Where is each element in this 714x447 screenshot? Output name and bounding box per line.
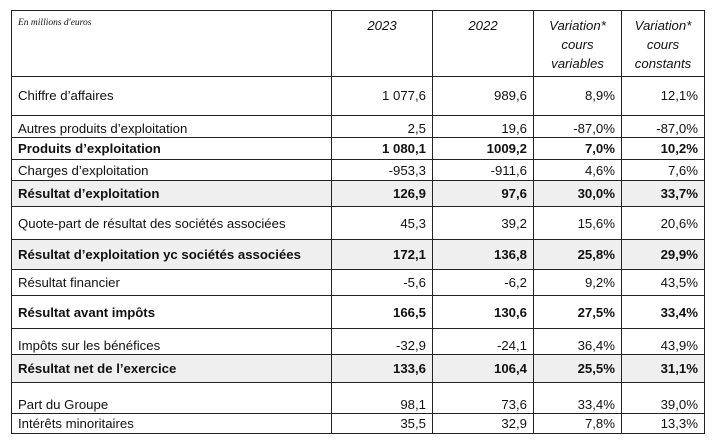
value-variation-constants: 33,4% bbox=[621, 295, 705, 329]
value-variation-variables: 36,4% bbox=[533, 328, 622, 355]
value-2023: 98,1 bbox=[331, 382, 433, 414]
value-2022: 106,4 bbox=[432, 354, 534, 383]
value-2023: 166,5 bbox=[331, 295, 433, 329]
value-2023: 1 077,6 bbox=[331, 76, 433, 116]
value-2023: -5,6 bbox=[331, 269, 433, 296]
value-variation-variables: 15,6% bbox=[533, 206, 622, 240]
row-label: Résultat d’exploitation yc sociétés asso… bbox=[11, 239, 332, 270]
value-2022: -6,2 bbox=[432, 269, 534, 296]
row-label: Produits d’exploitation bbox=[11, 137, 332, 160]
row-label: Résultat net de l’exercice bbox=[11, 354, 332, 383]
value-2022: 19,6 bbox=[432, 115, 534, 138]
table-row: Produits d’exploitation 1 080,1 1009,2 7… bbox=[11, 137, 705, 160]
row-label: Résultat d’exploitation bbox=[11, 180, 332, 207]
row-label: Quote-part de résultat des sociétés asso… bbox=[11, 206, 332, 240]
value-2022: 136,8 bbox=[432, 239, 534, 270]
value-variation-variables: 4,6% bbox=[533, 159, 622, 181]
value-2023: -953,3 bbox=[331, 159, 433, 181]
row-label: Chiffre d’affaires bbox=[11, 76, 332, 116]
value-variation-variables: 25,8% bbox=[533, 239, 622, 270]
value-variation-constants: 43,5% bbox=[621, 269, 705, 296]
value-variation-constants: -87,0% bbox=[621, 115, 705, 138]
value-2022: -911,6 bbox=[432, 159, 534, 181]
column-header-2023: 2023 bbox=[331, 10, 433, 77]
table-row: Impôts sur les bénéfices -32,9 -24,1 36,… bbox=[11, 328, 705, 355]
table-row: Résultat financier -5,6 -6,2 9,2% 43,5% bbox=[11, 269, 705, 296]
value-variation-constants: 33,7% bbox=[621, 180, 705, 207]
table-row: Résultat d’exploitation 126,9 97,6 30,0%… bbox=[11, 180, 705, 207]
row-label: Intérêts minoritaires bbox=[11, 413, 332, 434]
column-header-variation-cours-constants: Variation* cours constants bbox=[621, 10, 705, 77]
value-2022: 32,9 bbox=[432, 413, 534, 434]
table-row: Part du Groupe 98,1 73,6 33,4% 39,0% bbox=[11, 382, 705, 414]
value-variation-variables: 7,0% bbox=[533, 137, 622, 160]
value-2022: 1009,2 bbox=[432, 137, 534, 160]
value-2023: 133,6 bbox=[331, 354, 433, 383]
table-row: Résultat net de l’exercice 133,6 106,4 2… bbox=[11, 354, 705, 383]
row-label: Impôts sur les bénéfices bbox=[11, 328, 332, 355]
table-row: Intérêts minoritaires 35,5 32,9 7,8% 13,… bbox=[11, 413, 705, 434]
value-variation-constants: 10,2% bbox=[621, 137, 705, 160]
row-label: Résultat financier bbox=[11, 269, 332, 296]
value-2023: 172,1 bbox=[331, 239, 433, 270]
value-2022: 130,6 bbox=[432, 295, 534, 329]
value-variation-constants: 20,6% bbox=[621, 206, 705, 240]
value-variation-variables: 9,2% bbox=[533, 269, 622, 296]
row-label: Charges d’exploitation bbox=[11, 159, 332, 181]
column-header-variation-cours-variables: Variation* cours variables bbox=[533, 10, 622, 77]
value-2023: 35,5 bbox=[331, 413, 433, 434]
value-2022: 73,6 bbox=[432, 382, 534, 414]
value-variation-variables: 27,5% bbox=[533, 295, 622, 329]
value-variation-constants: 29,9% bbox=[621, 239, 705, 270]
unit-label: En millions d'euros bbox=[11, 10, 332, 77]
value-variation-constants: 43,9% bbox=[621, 328, 705, 355]
value-variation-constants: 7,6% bbox=[621, 159, 705, 181]
table-row: Chiffre d’affaires 1 077,6 989,6 8,9% 12… bbox=[11, 76, 705, 116]
value-2022: 97,6 bbox=[432, 180, 534, 207]
value-variation-variables: 30,0% bbox=[533, 180, 622, 207]
value-variation-variables: 25,5% bbox=[533, 354, 622, 383]
value-variation-variables: 8,9% bbox=[533, 76, 622, 116]
value-variation-constants: 13,3% bbox=[621, 413, 705, 434]
row-label: Part du Groupe bbox=[11, 382, 332, 414]
table-row: Quote-part de résultat des sociétés asso… bbox=[11, 206, 705, 240]
value-2022: -24,1 bbox=[432, 328, 534, 355]
value-variation-variables: 7,8% bbox=[533, 413, 622, 434]
header-row: En millions d'euros 2023 2022 Variation*… bbox=[11, 10, 705, 77]
table-row: Résultat d’exploitation yc sociétés asso… bbox=[11, 239, 705, 270]
financial-results-table: En millions d'euros 2023 2022 Variation*… bbox=[11, 10, 705, 434]
value-variation-constants: 31,1% bbox=[621, 354, 705, 383]
table-row: Charges d’exploitation -953,3 -911,6 4,6… bbox=[11, 159, 705, 181]
value-2022: 989,6 bbox=[432, 76, 534, 116]
row-label: Autres produits d’exploitation bbox=[11, 115, 332, 138]
value-2023: -32,9 bbox=[331, 328, 433, 355]
value-variation-constants: 12,1% bbox=[621, 76, 705, 116]
value-2023: 2,5 bbox=[331, 115, 433, 138]
column-header-2022: 2022 bbox=[432, 10, 534, 77]
value-2023: 126,9 bbox=[331, 180, 433, 207]
value-variation-variables: -87,0% bbox=[533, 115, 622, 138]
row-label: Résultat avant impôts bbox=[11, 295, 332, 329]
table-row: Résultat avant impôts 166,5 130,6 27,5% … bbox=[11, 295, 705, 329]
value-variation-variables: 33,4% bbox=[533, 382, 622, 414]
table-row: Autres produits d’exploitation 2,5 19,6 … bbox=[11, 115, 705, 138]
value-2022: 39,2 bbox=[432, 206, 534, 240]
value-2023: 1 080,1 bbox=[331, 137, 433, 160]
value-variation-constants: 39,0% bbox=[621, 382, 705, 414]
value-2023: 45,3 bbox=[331, 206, 433, 240]
